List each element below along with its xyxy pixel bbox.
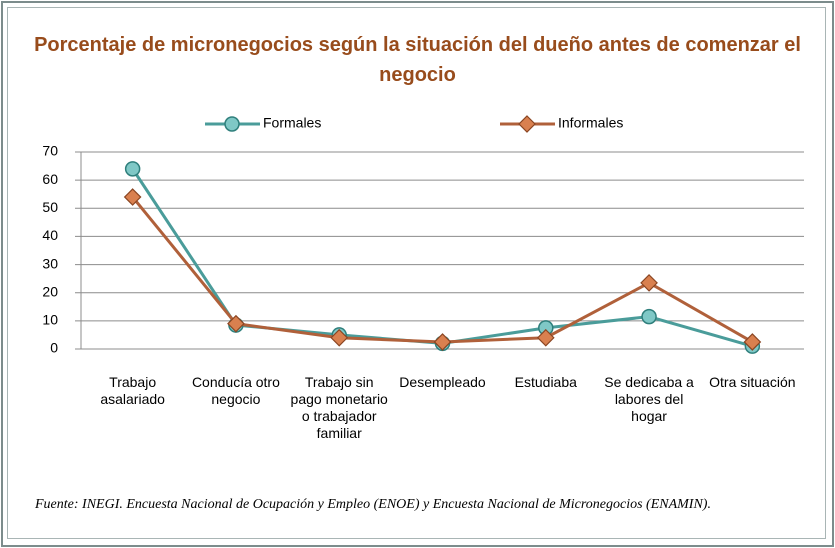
y-tick-label: 70 [42,143,58,159]
point [640,274,658,292]
y-tick-label: 50 [42,199,58,215]
x-tick-label: Trabajo sin pago monetario o trabajador … [290,374,388,441]
point [433,333,452,351]
point [330,328,349,347]
point [227,314,245,333]
point [641,308,657,325]
border [7,7,826,539]
x-tick-label: Desempleado [399,374,486,390]
source-note: Fuente: INEGI. Encuesta Nacional de Ocup… [35,497,711,512]
legend-label: Formales [263,115,321,131]
x-tick-label: Otra situación [709,374,796,390]
x-tick-label: Trabajo asalariado [100,374,165,407]
chart-title: Porcentaje de micronegocios según la sit… [34,34,801,86]
y-tick-label: 60 [42,171,58,187]
point [123,188,142,206]
point [536,328,555,347]
series-line [131,168,753,348]
point [124,161,141,177]
x-tick-label: Estudiaba [514,374,577,390]
point [224,116,240,132]
x-tick-label: Se dedicaba a labores del hogar [604,374,694,424]
y-tick-label: 30 [42,255,58,271]
point [743,333,762,351]
y-tick-label: 10 [42,312,58,328]
y-tick-label: 0 [50,340,58,356]
y-tick-label: 20 [42,283,58,299]
legend-label: Informales [558,115,623,131]
y-tick-label: 40 [42,227,58,243]
x-tick-label: Conducía otro negocio [191,374,280,407]
point [518,115,536,133]
